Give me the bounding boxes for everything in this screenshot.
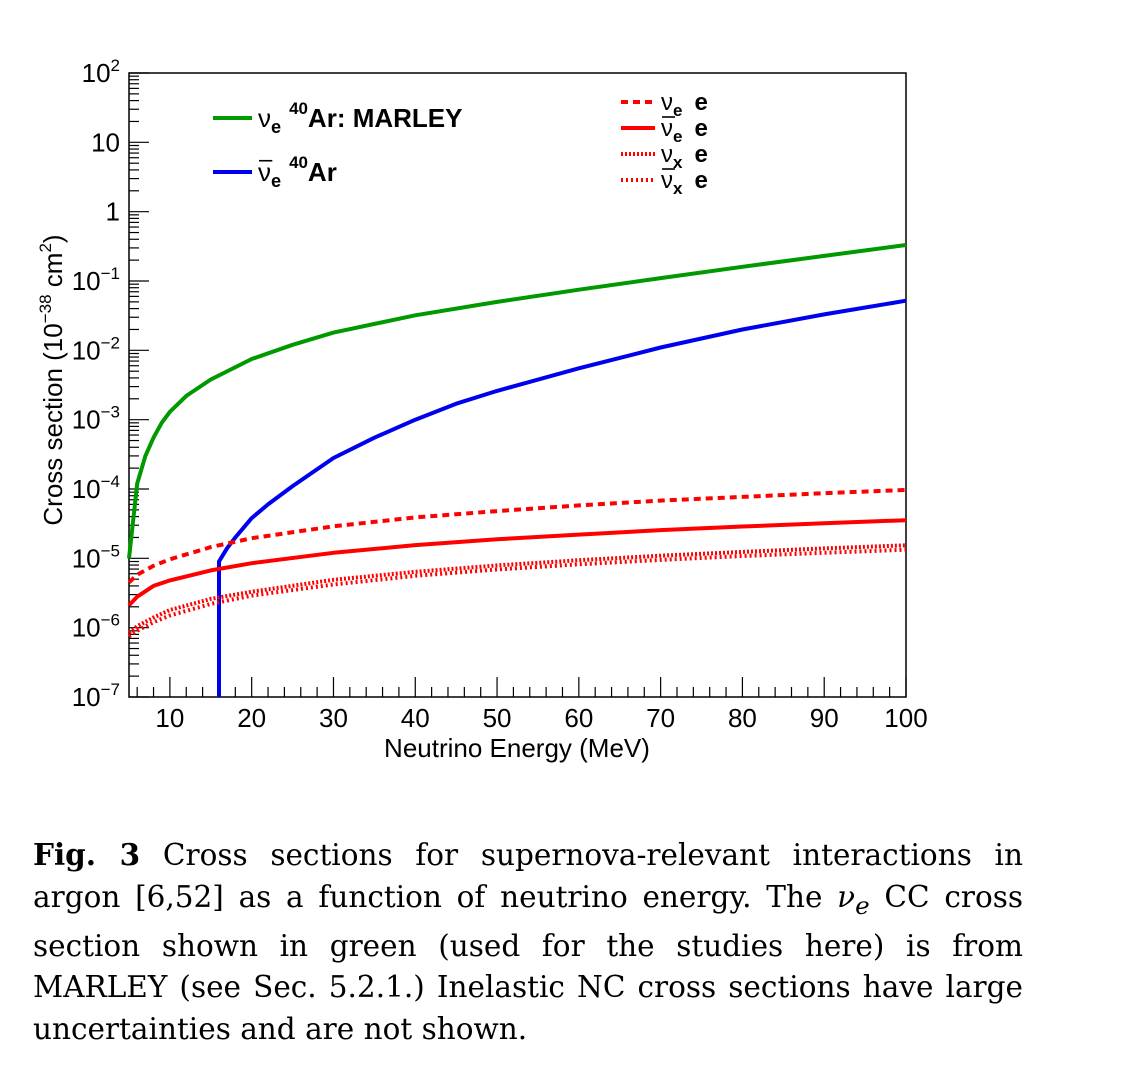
legend-sub: e (271, 117, 281, 137)
y-tick-label-base: 10 (72, 682, 101, 712)
x-tick-label: 30 (319, 703, 348, 733)
legend-nu: ν (258, 103, 271, 133)
y-axis-title-main: Cross section (10 (38, 323, 68, 525)
y-axis-title-unit: cm (38, 253, 68, 295)
legend-right: νe eνe eνx eνx e (621, 89, 708, 198)
legend-sub: x (673, 179, 683, 198)
y-tick-label-exp: −2 (101, 333, 120, 352)
legend-text: e (694, 115, 707, 142)
legend-nu: ν (661, 89, 673, 116)
y-tick-label: 102 (82, 56, 120, 88)
legend-label: νe e (661, 89, 708, 120)
caption-text-1: Cross sections for supernova-relevant in… (33, 838, 1023, 914)
legend-sup: 40 (289, 99, 308, 118)
y-tick-label: 10−7 (72, 680, 120, 712)
caption-nu: ν (837, 879, 856, 914)
caption-label: Fig. 3 (33, 837, 141, 872)
legend-label: νe 40Ar: MARLEY (258, 99, 462, 137)
y-tick-label-base: 10 (72, 543, 101, 573)
legend-sub: e (673, 127, 682, 146)
legend-nu: ν (661, 167, 673, 194)
y-axis-title-sq: 2 (36, 243, 55, 252)
x-tick-label: 10 (155, 703, 184, 733)
series-line (127, 518, 907, 607)
x-tick-label: 40 (401, 703, 430, 733)
legend-label: νe 40Ar (258, 153, 337, 191)
x-tick-labels: 10 20 30 40 50 60 70 80 90 100 (155, 703, 927, 733)
y-tick-label-base: 10 (72, 335, 101, 365)
x-tick-label: 60 (564, 703, 593, 733)
y-tick-label-exp: −6 (101, 611, 120, 630)
legend-nu: ν (661, 141, 673, 168)
y-axis-title-close: ) (38, 234, 68, 243)
legend-label: νe e (661, 115, 708, 146)
legend-label: νx e (661, 141, 708, 172)
x-tick-label: 70 (646, 703, 675, 733)
y-tick-label-base: 10 (82, 58, 111, 88)
series-line (127, 543, 907, 635)
y-tick-label-base: 10 (72, 613, 101, 643)
x-tick-label: 90 (810, 703, 839, 733)
legend-label: νx e (661, 167, 708, 198)
x-tick-label: 50 (483, 703, 512, 733)
figure-caption: Fig. 3 Cross sections for supernova-rele… (33, 834, 1023, 1050)
legend-text: e (694, 141, 707, 168)
y-tick-label: 10−4 (72, 472, 120, 504)
legend-sup: 40 (289, 153, 308, 172)
legend-text: e (694, 167, 707, 194)
y-tick-label: 10−5 (72, 541, 120, 573)
y-tick-label: 10−6 (72, 611, 120, 643)
y-tick-label-base: 10 (91, 127, 120, 157)
y-tick-label: 10−2 (72, 333, 120, 365)
caption-nu-sub: e (855, 890, 870, 920)
legend-text: e (694, 89, 707, 116)
legend-sub: x (673, 153, 683, 172)
caption-text-2: CC cross section shown in green (used fo… (33, 879, 1023, 1046)
y-tick-label: 1 (106, 197, 120, 227)
series-line (127, 547, 907, 638)
series-line (127, 243, 907, 559)
x-tick-label: 20 (237, 703, 266, 733)
series-lines (127, 243, 907, 697)
y-tick-label-exp: −7 (101, 680, 120, 699)
plot-frame (128, 72, 907, 698)
x-tick-label: 80 (728, 703, 757, 733)
y-tick-label-base: 10 (72, 266, 101, 296)
y-tick-label-exp: −5 (101, 541, 120, 560)
y-tick-label-base: 1 (106, 197, 120, 227)
x-tick-label: 100 (884, 703, 927, 733)
legend-text: Ar (308, 157, 337, 187)
legend-nu: ν (258, 157, 271, 187)
x-axis-title: Neutrino Energy (MeV) (384, 733, 650, 763)
legend-nu: ν (661, 115, 673, 142)
y-axis-title: Cross section (10−38 cm2) (36, 234, 68, 525)
y-tick-label: 10−3 (72, 403, 120, 435)
y-tick-label-exp: −3 (101, 403, 120, 422)
y-tick-label-exp: 2 (111, 56, 120, 75)
y-tick-label-base: 10 (72, 405, 101, 435)
y-tick-label-exp: −4 (101, 472, 120, 491)
legend-text: Ar: MARLEY (308, 103, 463, 133)
legend-sub: e (673, 101, 682, 120)
series-line (217, 298, 907, 697)
y-axis-title-exp: −38 (36, 294, 55, 323)
y-tick-label-exp: −1 (101, 264, 120, 283)
y-tick-label-base: 10 (72, 474, 101, 504)
legend-sub: e (271, 171, 281, 191)
series-line (127, 487, 907, 584)
y-tick-label: 10−1 (72, 264, 120, 296)
y-tick-label: 10 (91, 127, 120, 157)
x-axis-ticks (136, 677, 907, 697)
